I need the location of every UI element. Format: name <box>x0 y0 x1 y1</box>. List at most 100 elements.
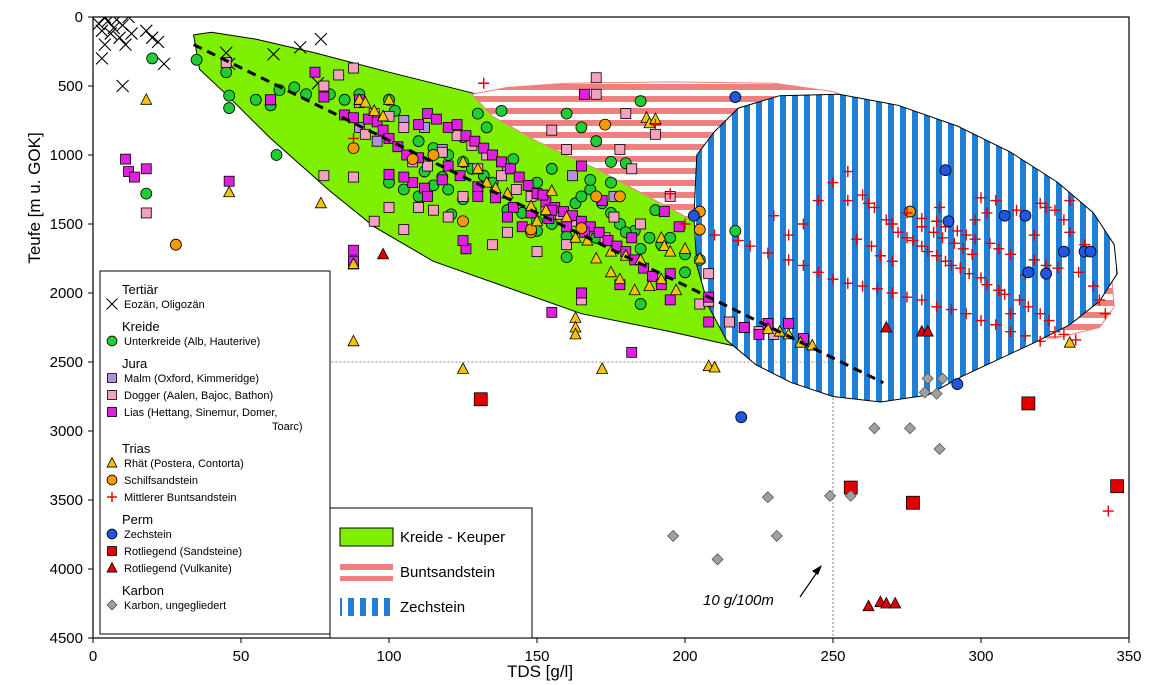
point-rh-t-postera-contorta <box>545 184 558 196</box>
point-mittlerer-buntsandstein <box>954 262 966 274</box>
point-mittlerer-buntsandstein <box>993 284 1005 296</box>
point-eoz-n-oligoz-n <box>293 40 307 54</box>
legend-group-title: Perm <box>122 512 153 527</box>
point-rh-t-postera-contorta <box>560 210 573 223</box>
x-axis-ticks: 0 50 100 150 200 250 300 350 <box>89 638 1142 665</box>
legend-region-label: Buntsandstein <box>400 564 495 581</box>
legend-swatch-stripes <box>340 563 393 581</box>
point-mittlerer-buntsandstein <box>827 273 839 285</box>
x-tick-label: 150 <box>524 648 549 665</box>
point-karbon-ungegliedert <box>823 489 837 502</box>
point-eoz-n-oligoz-n <box>125 27 138 40</box>
point-rh-t-postera-contorta <box>368 103 381 116</box>
point-lias-hettang-sinemur-domer-toarc <box>413 119 425 131</box>
point-eoz-n-oligoz-n <box>93 17 106 31</box>
point-karbon-ungegliedert <box>770 529 783 542</box>
point-mittlerer-buntsandstein <box>783 229 795 241</box>
point-mittlerer-buntsandstein <box>857 280 869 292</box>
point-eoz-n-oligoz-n <box>139 24 153 38</box>
point-mittlerer-buntsandstein <box>871 283 883 295</box>
point-karbon-ungegliedert <box>903 422 917 435</box>
point-schilfsandstein <box>169 238 182 251</box>
point-rh-t-postera-contorta <box>678 241 692 254</box>
legend-marker-square <box>107 390 117 400</box>
point-mittlerer-buntsandstein <box>937 232 949 244</box>
point-unterkreide-alb-hauterive <box>146 52 159 65</box>
point-rh-t-postera-contorta <box>658 239 671 251</box>
point-mittlerer-buntsandstein <box>664 188 676 200</box>
point-mittlerer-buntsandstein <box>975 315 987 327</box>
point-karbon-ungegliedert <box>711 553 724 566</box>
legend-item-label: Schilfsandstein <box>124 475 198 487</box>
point-mittlerer-buntsandstein <box>966 248 978 260</box>
point-karbon-ungegliedert <box>868 422 881 435</box>
point-unterkreide-alb-hauterive <box>634 242 647 255</box>
point-lias-hettang-sinemur-domer-toarc <box>383 168 395 180</box>
point-mittlerer-buntsandstein <box>1102 505 1114 517</box>
point-mittlerer-buntsandstein <box>812 266 824 278</box>
point-lias-hettang-sinemur-domer-toarc <box>647 271 658 282</box>
point-lias-hettang-sinemur-domer-toarc <box>504 163 516 175</box>
legend-item-label: Dogger (Aalen, Bajoc, Bathon) <box>124 390 273 402</box>
point-lias-hettang-sinemur-domer-toarc <box>487 149 499 161</box>
point-mittlerer-buntsandstein <box>939 255 951 267</box>
point-mittlerer-buntsandstein <box>874 250 886 262</box>
point-schilfsandstein <box>904 205 916 218</box>
point-dogger-aalen-bajoc-bathon <box>318 80 330 92</box>
point-rh-t-postera-contorta <box>314 196 328 209</box>
point-mittlerer-buntsandstein <box>880 214 892 226</box>
point-rotliegend-vulkanite <box>921 324 934 337</box>
point-unterkreide-alb-hauterive <box>223 102 236 114</box>
point-unterkreide-alb-hauterive <box>590 135 603 148</box>
point-mittlerer-buntsandstein <box>981 279 993 291</box>
x-axis-label: TDS [g/l] <box>507 662 573 681</box>
y-tick-label: 1000 <box>50 147 83 164</box>
point-rh-t-postera-contorta <box>376 109 390 122</box>
point-lias-hettang-sinemur-domer-toarc <box>507 202 519 213</box>
trend-label-arrowhead <box>812 565 822 575</box>
point-rh-t-postera-contorta <box>806 338 819 351</box>
x-tick-label: 0 <box>89 648 97 665</box>
point-unterkreide-alb-hauterive <box>560 107 573 120</box>
point-mittlerer-buntsandstein <box>931 215 943 227</box>
point-lias-hettang-sinemur-domer-toarc <box>309 66 321 78</box>
point-lias-hettang-sinemur-domer-toarc <box>703 316 715 328</box>
legend-item-label: Eozän, Oligozän <box>124 299 205 311</box>
point-lias-hettang-sinemur-domer-toarc <box>460 130 472 142</box>
point-mittlerer-buntsandstein <box>1019 330 1031 342</box>
point-mittlerer-buntsandstein <box>916 221 928 233</box>
region-zechstein <box>693 93 1118 403</box>
point-dogger-aalen-bajoc-bathon <box>398 122 410 133</box>
point-mittlerer-buntsandstein <box>842 195 854 207</box>
point-unterkreide-alb-hauterive <box>338 93 351 106</box>
point-mittlerer-buntsandstein <box>1043 315 1055 327</box>
point-rh-t-postera-contorta <box>604 265 618 278</box>
point-dogger-aalen-bajoc-bathon <box>413 202 425 213</box>
point-lias-hettang-sinemur-domer-toarc <box>738 322 750 333</box>
point-schilfsandstein <box>575 222 588 235</box>
point-lias-hettang-sinemur-domer-toarc <box>673 221 685 233</box>
point-schilfsandstein <box>347 142 360 155</box>
legend-item-label: Rotliegend (Vulkanite) <box>124 563 232 575</box>
point-mittlerer-buntsandstein <box>1034 308 1046 320</box>
point-mittlerer-buntsandstein <box>984 237 996 249</box>
point-rh-t-postera-contorta <box>655 272 668 285</box>
point-mittlerer-buntsandstein <box>1099 308 1111 320</box>
point-dogger-aalen-bajoc-bathon <box>626 163 638 175</box>
point-eoz-n-oligoz-n <box>145 31 159 45</box>
point-mittlerer-buntsandstein <box>1049 326 1061 338</box>
point-zechstein <box>1057 245 1070 258</box>
legend-marker-circle <box>106 528 118 540</box>
point-lias-hettang-sinemur-domer-toarc <box>593 226 605 238</box>
point-zechstein <box>687 209 700 222</box>
point-rh-t-postera-contorta <box>708 360 721 373</box>
legend-group-title: Tertiär <box>122 282 159 297</box>
point-karbon-ungegliedert <box>933 442 946 456</box>
point-unterkreide-alb-hauterive <box>140 187 153 200</box>
point-mittlerer-buntsandstein <box>901 232 913 244</box>
plot-frame <box>92 16 1130 639</box>
y-tick-label: 2500 <box>50 354 83 371</box>
x-tick-label: 300 <box>968 648 993 665</box>
point-unterkreide-alb-hauterive <box>270 149 283 161</box>
